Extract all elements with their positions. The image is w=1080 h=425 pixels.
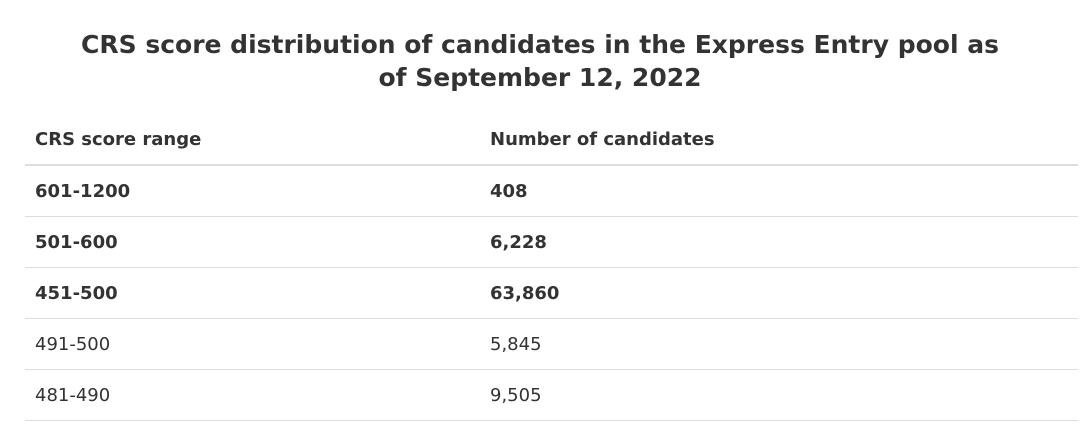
column-header: CRS score range — [25, 114, 480, 166]
data-table: CRS score range Number of candidates 601… — [25, 114, 1078, 421]
table-row: 501-600 6,228 — [25, 216, 1078, 268]
column-header: Number of candidates — [480, 114, 1078, 166]
table-title: CRS score distribution of candidates in … — [81, 30, 999, 92]
table-head: CRS score range Number of candidates — [25, 114, 1078, 166]
candidate-count: 408 — [480, 165, 1078, 217]
candidate-count: 9,505 — [480, 369, 1078, 421]
candidate-count: 63,860 — [480, 267, 1078, 319]
table-row: 451-500 63,860 — [25, 267, 1078, 319]
header-row: CRS score range Number of candidates — [25, 114, 1078, 166]
score-range: 601-1200 — [25, 165, 480, 217]
table-body: 601-1200 408 501-600 6,228 451-500 63,860 491-… — [25, 165, 1078, 421]
score-range: 481-490 — [25, 369, 480, 421]
candidate-count: 6,228 — [480, 216, 1078, 268]
candidate-count: 5,845 — [480, 318, 1078, 370]
table-row: 601-1200 408 — [25, 165, 1078, 217]
score-range: 451-500 — [25, 267, 480, 319]
table-row: 481-490 9,505 — [25, 369, 1078, 421]
table-row: 491-500 5,845 — [25, 318, 1078, 370]
score-range: 491-500 — [25, 318, 480, 370]
score-range: 501-600 — [25, 216, 480, 268]
